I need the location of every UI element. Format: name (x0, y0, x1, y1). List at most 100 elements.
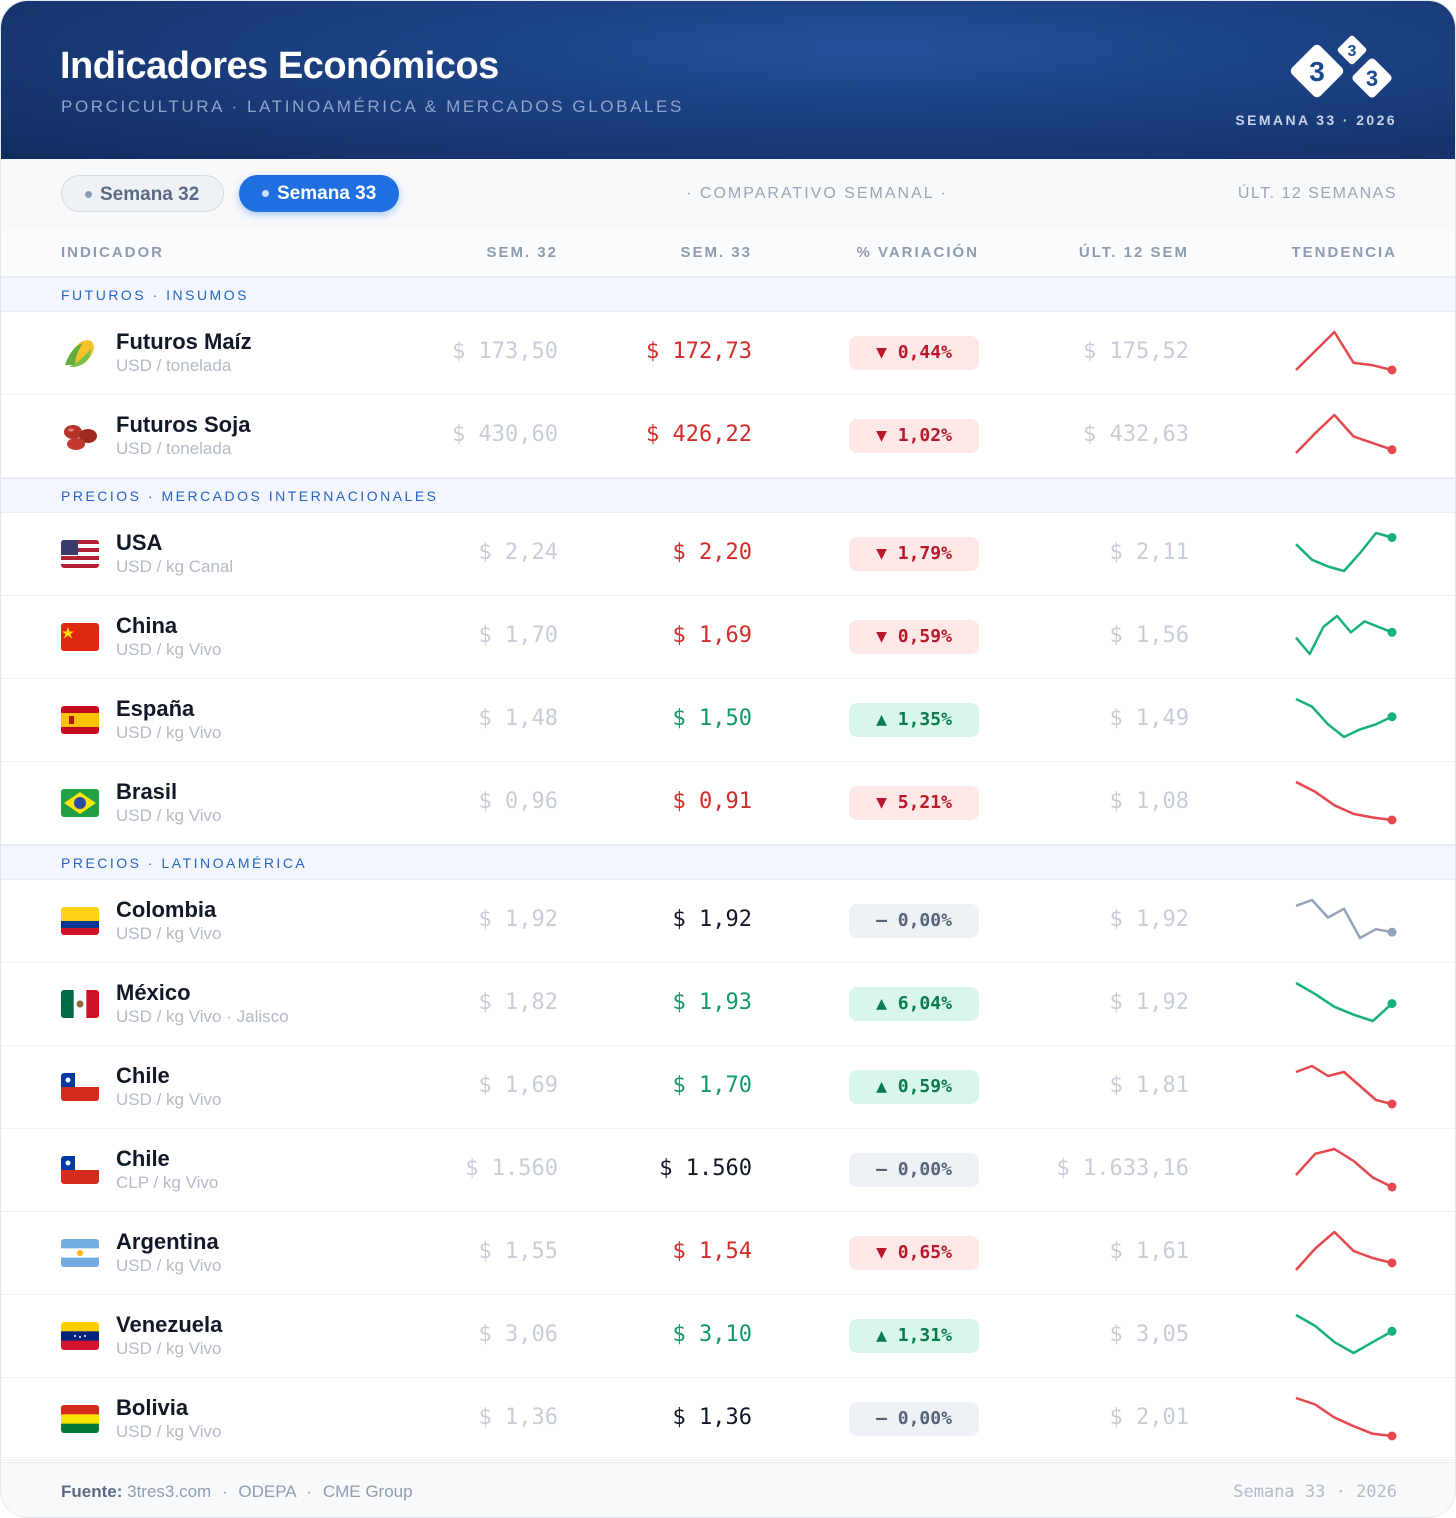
variation-badge: – 0,00% (849, 1402, 979, 1436)
icon-shape (61, 720, 99, 728)
trend-end-dot (1387, 445, 1397, 455)
row-icon (61, 1073, 99, 1101)
trend-line (1295, 1230, 1393, 1271)
week-label: SEMANA 33 · 2026 (1235, 112, 1397, 128)
icon-shape (74, 1335, 76, 1337)
icon-shape (61, 1405, 99, 1415)
separator: · (306, 1482, 313, 1501)
week-tab-active[interactable]: Semana 33 (239, 175, 399, 212)
icon-shape (70, 340, 94, 366)
sparkline (1295, 898, 1397, 940)
row-icon (61, 789, 99, 817)
value-sem33: $ 1,70 (672, 1073, 752, 1098)
tab-dot (262, 190, 269, 197)
variation-badge: – 0,00% (849, 904, 979, 938)
value-sem32: $ 1,36 (478, 1405, 558, 1430)
value-last12: $ 1,08 (1109, 789, 1189, 814)
value-sem32: $ 3,06 (478, 1322, 558, 1347)
value-last12: $ 2,11 (1109, 540, 1189, 565)
indicator-unit: USD / tonelada (116, 356, 232, 375)
indicator-unit: USD / kg Vivo (116, 1422, 222, 1441)
value-last12: $ 1,61 (1109, 1239, 1189, 1264)
icon-shape (68, 428, 74, 432)
icon-shape (79, 1336, 81, 1338)
tab-label: Semana 33 (277, 183, 377, 204)
sparkline (1295, 614, 1397, 656)
value-sem33: $ 1,50 (672, 706, 752, 731)
icon-shape (74, 797, 86, 809)
source: CME Group (322, 1482, 413, 1501)
sparkline (1295, 413, 1397, 455)
icon-shape (61, 548, 99, 553)
value-sem33: $ 2,20 (672, 540, 752, 565)
sparkline (1295, 780, 1397, 825)
source: ODEPA (238, 1482, 296, 1501)
trend-end-dot (1387, 365, 1397, 375)
value-last12: $ 432,63 (1083, 422, 1189, 447)
header: Indicadores Económicos PORCICULTURA · LA… (1, 1, 1455, 159)
icon-shape (61, 921, 99, 928)
value-sem32: $ 1,82 (478, 990, 558, 1015)
icon-shape (61, 540, 99, 545)
value-sem32: $ 430,60 (452, 422, 558, 447)
footer: Fuente: 3tres3.com · ODEPA · CME Group S… (1, 1462, 1455, 1517)
trend-end-dot (1387, 532, 1397, 542)
icon-shape (61, 727, 99, 734)
icon-shape (61, 1340, 99, 1350)
value-sem33: $ 172,73 (646, 339, 752, 364)
trend-line (1295, 614, 1393, 656)
section-title: FUTUROS · INSUMOS (61, 287, 249, 303)
indicator-unit: USD / kg Vivo (116, 806, 222, 825)
icon-shape (61, 1322, 99, 1332)
value-sem33: $ 1.560 (659, 1156, 752, 1181)
variation-badge: ▼ 5,21% (849, 786, 979, 820)
indicator-unit: USD / kg Canal (116, 557, 234, 576)
column-label: % VARIACIÓN (856, 244, 979, 261)
value-sem32: $ 1.560 (465, 1156, 558, 1181)
variation-badge: ▼ 0,59% (849, 620, 979, 654)
indicator-row: Venezuela USD / kg Vivo $ 3,06 $ 3,10 ▲ 1,31… (1, 1295, 1455, 1378)
icon-shape (61, 907, 99, 921)
indicator-unit: USD / kg Vivo (116, 723, 222, 742)
value-sem32: $ 2,24 (478, 540, 558, 565)
value-sem32: $ 1,48 (478, 706, 558, 731)
value-sem32: $ 0,96 (478, 789, 558, 814)
trend-line (1295, 531, 1393, 573)
icon-shape (61, 1414, 99, 1425)
variation-badge: ▲ 1,31% (849, 1319, 979, 1353)
section-title: PRECIOS · MERCADOS INTERNACIONALES (61, 488, 439, 504)
indicator-row: Bolivia USD / kg Vivo $ 1,36 $ 1,36 – 0,00% $… (1, 1378, 1455, 1461)
indicator-unit: USD / kg Vivo (116, 1256, 222, 1275)
indicator-name: Futuros Soja (116, 412, 251, 437)
value-sem32: $ 1,55 (478, 1239, 558, 1264)
value-last12: $ 1.633,16 (1056, 1156, 1189, 1181)
icon-shape (61, 928, 99, 935)
value-sem32: $ 1,92 (478, 907, 558, 932)
title: Indicadores Económicos (60, 45, 499, 87)
value-last12: $ 1,92 (1109, 907, 1189, 932)
trend-end-dot (1387, 1182, 1397, 1192)
trend-end-dot (1387, 927, 1397, 937)
tab-label: Semana 32 (100, 184, 200, 205)
indicator-row: Chile USD / kg Vivo $ 1,69 $ 1,70 ▲ 0,59% $ 1… (1, 1046, 1455, 1129)
row-icon (61, 540, 99, 568)
sparkline (1295, 1313, 1397, 1355)
toolbar: Semana 32 Semana 33 · COMPARATIVO SEMANA… (1, 159, 1455, 231)
value-sem33: $ 1,36 (672, 1405, 752, 1430)
week-tab[interactable]: Semana 32 (61, 175, 224, 212)
logo-digit: 3 (1309, 56, 1325, 87)
tab-dot (85, 191, 92, 198)
indicator-name: Futuros Maíz (116, 329, 252, 354)
trend-line (1295, 981, 1393, 1023)
icon-shape (61, 564, 99, 568)
trend-line (1295, 697, 1393, 739)
row-icon (61, 1156, 99, 1184)
column-header: INDICADOR SEM. 32 SEM. 33 % VARIACIÓN ÚL… (1, 230, 1455, 278)
trend-line (1295, 780, 1393, 822)
indicator-name: Venezuela (116, 1312, 223, 1337)
value-sem32: $ 173,50 (452, 339, 558, 364)
logo-digit: 3 (1366, 66, 1378, 91)
column-label: SEM. 32 (486, 244, 558, 261)
